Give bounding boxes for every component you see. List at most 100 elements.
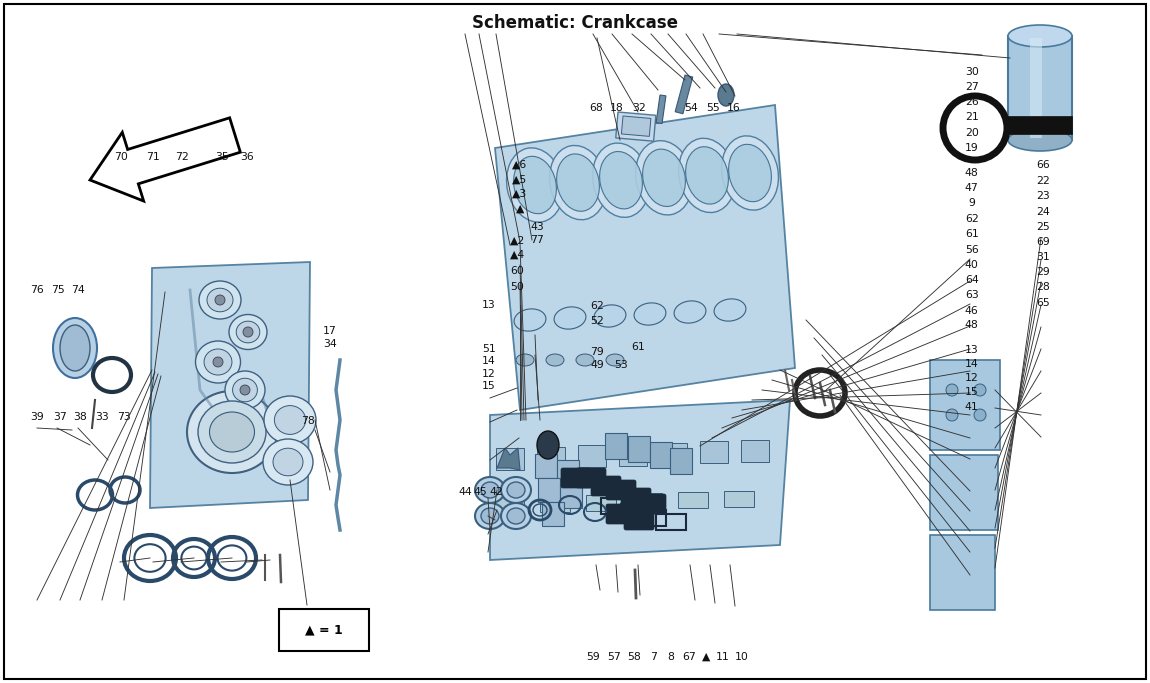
Text: 14: 14 (965, 359, 979, 369)
Text: 31: 31 (1036, 252, 1050, 262)
Ellipse shape (678, 138, 736, 212)
Text: 13: 13 (965, 345, 979, 354)
Text: 68: 68 (589, 103, 603, 113)
Ellipse shape (514, 309, 546, 331)
Ellipse shape (550, 145, 606, 220)
Text: 70: 70 (114, 152, 128, 162)
Ellipse shape (475, 477, 505, 503)
Text: 15: 15 (965, 387, 979, 397)
Bar (496, 448, 524, 470)
Text: 25: 25 (1036, 222, 1050, 232)
Ellipse shape (557, 154, 599, 211)
Ellipse shape (225, 371, 264, 409)
Bar (560, 484, 582, 508)
Ellipse shape (599, 152, 643, 209)
Ellipse shape (236, 321, 260, 343)
Bar (601, 498, 631, 514)
Text: 7: 7 (650, 652, 657, 662)
FancyBboxPatch shape (576, 468, 606, 488)
Ellipse shape (209, 412, 254, 452)
Text: ▲2: ▲2 (509, 236, 526, 245)
Bar (700, 441, 728, 463)
Ellipse shape (576, 354, 595, 366)
Bar (741, 440, 769, 462)
Ellipse shape (204, 349, 232, 375)
Bar (670, 448, 692, 474)
Bar (1009, 116, 1072, 134)
Text: 33: 33 (95, 412, 109, 421)
Text: 76: 76 (30, 285, 44, 294)
Circle shape (213, 357, 223, 367)
Text: 79: 79 (590, 348, 604, 357)
Text: 29: 29 (1036, 267, 1050, 277)
Text: 13: 13 (482, 300, 496, 309)
Ellipse shape (481, 508, 499, 524)
Text: 73: 73 (117, 412, 131, 421)
Ellipse shape (729, 144, 772, 201)
Ellipse shape (232, 378, 258, 402)
Bar (1009, 36, 1072, 140)
Ellipse shape (714, 299, 746, 321)
Bar (605, 433, 627, 459)
Text: 59: 59 (586, 652, 600, 662)
Text: 44: 44 (459, 487, 473, 497)
Circle shape (240, 385, 250, 395)
Text: 8: 8 (667, 652, 674, 662)
Ellipse shape (263, 439, 313, 485)
Bar (535, 454, 557, 478)
Ellipse shape (674, 301, 706, 323)
Bar (577, 445, 606, 467)
Bar (678, 492, 708, 508)
Ellipse shape (537, 431, 559, 459)
Bar (538, 478, 560, 502)
Text: 61: 61 (965, 229, 979, 239)
Text: 72: 72 (175, 152, 189, 162)
Ellipse shape (516, 354, 534, 366)
Ellipse shape (507, 482, 526, 498)
Ellipse shape (1009, 25, 1072, 47)
Text: 26: 26 (965, 98, 979, 107)
Text: 74: 74 (71, 285, 85, 294)
Bar (1030, 38, 1042, 138)
Text: 54: 54 (684, 103, 698, 113)
Text: 47: 47 (965, 183, 979, 193)
Text: 20: 20 (965, 128, 979, 137)
Text: 39: 39 (30, 412, 44, 421)
Circle shape (243, 327, 253, 337)
Text: 69: 69 (1036, 237, 1050, 247)
Ellipse shape (636, 141, 692, 215)
Ellipse shape (187, 391, 277, 473)
Bar (659, 443, 688, 464)
Bar (586, 494, 616, 511)
Text: Schematic: Crankcase: Schematic: Crankcase (472, 14, 678, 32)
Circle shape (974, 409, 986, 421)
FancyBboxPatch shape (624, 510, 654, 530)
FancyBboxPatch shape (279, 609, 369, 651)
Bar (540, 496, 570, 512)
Text: 77: 77 (530, 236, 544, 245)
Circle shape (215, 295, 225, 305)
Text: 15: 15 (482, 381, 496, 391)
Bar (724, 491, 754, 507)
FancyBboxPatch shape (636, 494, 666, 514)
Text: 56: 56 (965, 245, 979, 255)
Ellipse shape (229, 314, 267, 350)
Text: 30: 30 (965, 68, 979, 77)
Bar (650, 442, 672, 468)
Text: ▲: ▲ (702, 652, 711, 662)
Ellipse shape (634, 303, 666, 325)
Text: 24: 24 (1036, 207, 1050, 217)
Text: 9: 9 (968, 198, 975, 208)
Text: 22: 22 (1036, 176, 1050, 186)
Text: 58: 58 (627, 652, 641, 662)
Polygon shape (497, 448, 520, 470)
Ellipse shape (207, 288, 233, 311)
Text: 14: 14 (482, 357, 496, 366)
Text: 23: 23 (1036, 191, 1050, 201)
Text: 35: 35 (215, 152, 229, 162)
Polygon shape (930, 535, 995, 610)
Text: 66: 66 (1036, 161, 1050, 170)
Text: 41: 41 (965, 402, 979, 412)
Bar (557, 460, 578, 484)
Text: 34: 34 (323, 339, 337, 348)
